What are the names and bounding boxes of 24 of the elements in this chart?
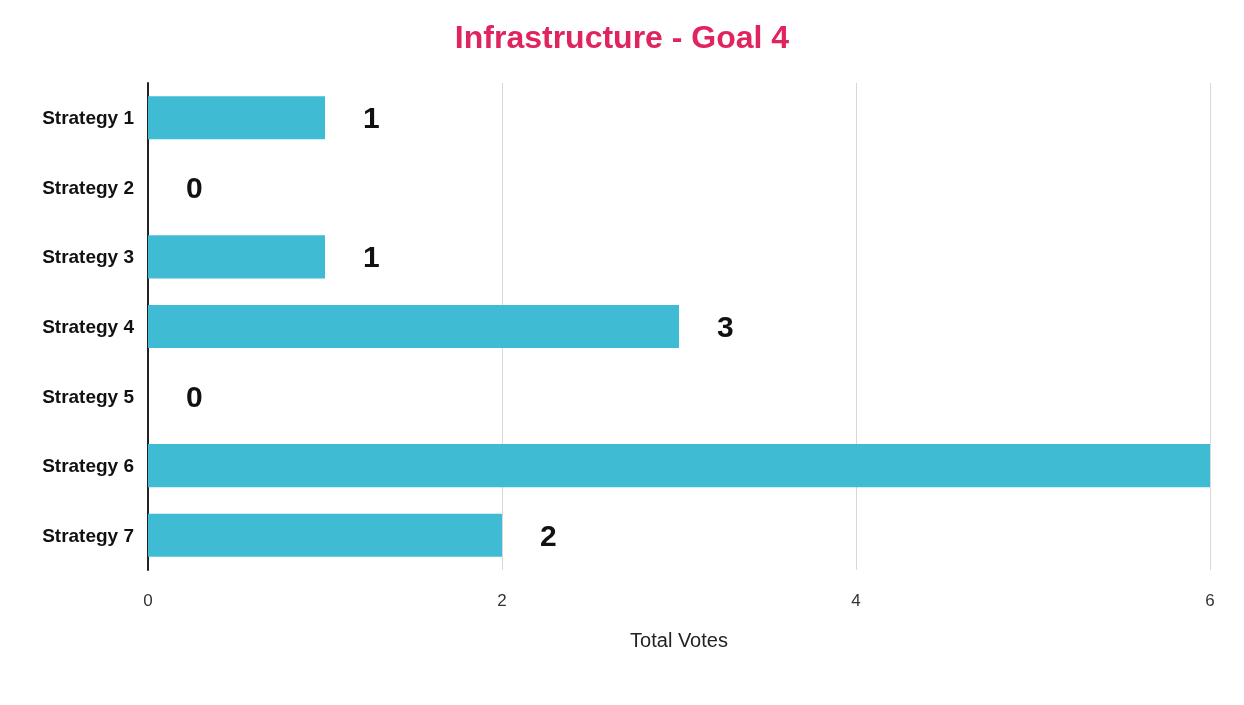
bar — [148, 235, 325, 279]
bar — [148, 444, 1210, 488]
y-tick-label: Strategy 3 — [42, 246, 134, 268]
data-label: 0 — [186, 170, 203, 204]
x-axis-title: Total Votes — [630, 629, 728, 651]
bar — [148, 96, 325, 140]
data-label: 0 — [186, 379, 203, 413]
data-label: 1 — [363, 101, 380, 135]
x-tick-label: 4 — [851, 591, 861, 610]
data-label: 3 — [717, 310, 734, 343]
y-tick-label: Strategy 7 — [42, 524, 134, 546]
bar — [148, 513, 502, 557]
y-tick-label: Strategy 6 — [42, 455, 134, 477]
y-tick-label: Strategy 5 — [42, 385, 135, 407]
x-tick-label: 6 — [1205, 591, 1215, 610]
y-tick-label: Strategy 1 — [42, 107, 135, 129]
data-label: 2 — [540, 518, 557, 552]
y-tick-label: Strategy 2 — [42, 176, 134, 198]
bar — [148, 304, 679, 349]
x-tick-label: 2 — [497, 591, 507, 610]
y-tick-label: Strategy 4 — [42, 316, 135, 337]
x-tick-label: 0 — [143, 591, 153, 610]
data-label: 1 — [363, 240, 380, 274]
chart-title: Infrastructure - Goal 4 — [454, 19, 790, 55]
